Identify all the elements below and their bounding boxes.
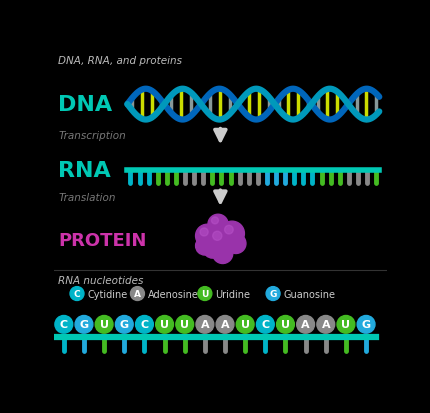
Text: U: U [180, 320, 189, 330]
Text: C: C [60, 320, 68, 330]
Circle shape [207, 227, 233, 253]
Text: A: A [221, 320, 229, 330]
Circle shape [226, 234, 246, 254]
Text: C: C [261, 320, 269, 330]
Text: DNA: DNA [58, 95, 113, 115]
Text: DNA, RNA, and proteins: DNA, RNA, and proteins [58, 56, 182, 66]
Circle shape [224, 226, 233, 234]
Text: C: C [140, 320, 148, 330]
Circle shape [196, 316, 214, 333]
Text: U: U [241, 320, 250, 330]
Text: U: U [100, 320, 109, 330]
Circle shape [75, 316, 93, 333]
Circle shape [176, 316, 194, 333]
Text: Cytidine: Cytidine [87, 289, 127, 299]
Text: U: U [160, 320, 169, 330]
Text: Adenosine: Adenosine [147, 289, 198, 299]
Text: Guanosine: Guanosine [283, 289, 335, 299]
Text: U: U [201, 290, 209, 298]
Circle shape [115, 316, 133, 333]
Text: G: G [120, 320, 129, 330]
Text: RNA nucleotides: RNA nucleotides [58, 275, 144, 285]
Circle shape [220, 222, 244, 246]
Circle shape [130, 287, 144, 301]
Circle shape [276, 316, 295, 333]
Circle shape [317, 316, 335, 333]
Text: G: G [80, 320, 89, 330]
Circle shape [216, 316, 234, 333]
Circle shape [196, 237, 214, 255]
Text: A: A [200, 320, 209, 330]
Circle shape [70, 287, 84, 301]
Text: Uridine: Uridine [215, 289, 250, 299]
Circle shape [200, 228, 208, 236]
Text: PROTEIN: PROTEIN [58, 231, 147, 249]
Circle shape [337, 316, 355, 333]
Text: C: C [74, 290, 80, 298]
Text: G: G [362, 320, 371, 330]
Circle shape [297, 316, 314, 333]
Text: U: U [281, 320, 290, 330]
Circle shape [55, 316, 73, 333]
Circle shape [236, 316, 254, 333]
Text: G: G [269, 290, 277, 298]
Circle shape [212, 217, 218, 224]
Circle shape [156, 316, 173, 333]
Circle shape [203, 240, 222, 259]
Text: RNA: RNA [58, 161, 111, 181]
Text: Transcription: Transcription [58, 131, 126, 140]
Text: A: A [322, 320, 330, 330]
Circle shape [198, 287, 212, 301]
Circle shape [256, 316, 274, 333]
Circle shape [135, 316, 154, 333]
Circle shape [212, 244, 233, 264]
Text: A: A [134, 290, 141, 298]
Text: Translation: Translation [58, 192, 116, 202]
Circle shape [208, 215, 228, 235]
Circle shape [196, 225, 219, 248]
Circle shape [95, 316, 113, 333]
Circle shape [266, 287, 280, 301]
Text: A: A [301, 320, 310, 330]
Text: U: U [341, 320, 350, 330]
Circle shape [213, 232, 222, 241]
Circle shape [357, 316, 375, 333]
